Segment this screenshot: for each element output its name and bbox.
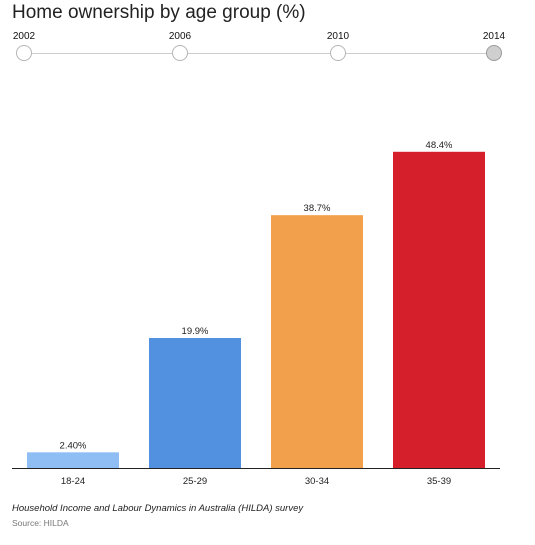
bar-25-29[interactable]: [149, 337, 241, 468]
bar-30-34[interactable]: [271, 215, 363, 468]
bar-chart: 2.40% 18-24 19.9% 25-29 38.7% 30-34 48.4% 35-39: [12, 140, 500, 487]
value-label-25-29: 19.9%: [182, 326, 209, 337]
category-label-25-29: 25-29: [183, 476, 207, 487]
year-dot-2006[interactable]: [172, 45, 188, 61]
year-dot-2010[interactable]: [330, 45, 346, 61]
category-label-35-39: 35-39: [427, 476, 451, 487]
source-note: Source: HILDA: [12, 518, 69, 528]
value-label-30-34: 38.7%: [304, 203, 331, 214]
bar-18-24[interactable]: [27, 452, 119, 468]
value-label-18-24: 2.40%: [60, 440, 87, 451]
year-label-2002: 2002: [12, 31, 36, 42]
category-label-18-24: 18-24: [61, 476, 85, 487]
chart-title: Home ownership by age group (%): [12, 2, 306, 23]
year-dot-2014[interactable]: [486, 45, 502, 61]
year-label-2014: 2014: [482, 31, 506, 42]
category-label-30-34: 30-34: [305, 476, 329, 487]
year-timeline: 2002 2006 2010 2014: [0, 26, 535, 70]
value-label-35-39: 48.4%: [426, 140, 453, 151]
year-label-2006: 2006: [168, 31, 192, 42]
year-dot-2002[interactable]: [16, 45, 32, 61]
year-label-2010: 2010: [326, 31, 350, 42]
bar-35-39[interactable]: [393, 151, 485, 468]
timeline-track: [24, 53, 494, 54]
survey-note: Household Income and Labour Dynamics in …: [12, 503, 304, 514]
